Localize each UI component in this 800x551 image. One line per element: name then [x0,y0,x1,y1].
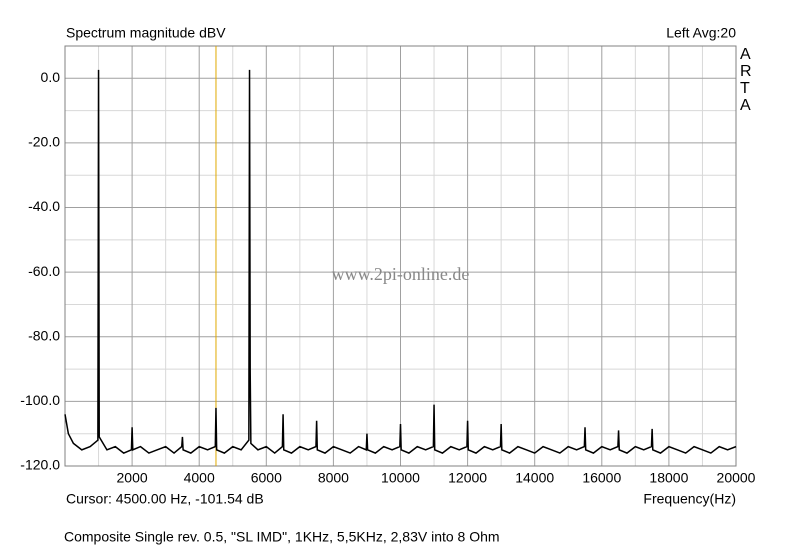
y-tick-label: -20.0 [28,134,60,150]
y-tick-label: -120.0 [20,457,60,473]
plot-border [64,45,737,467]
spectrum-line [64,69,737,455]
y-tick-label: 0.0 [41,69,61,85]
channel-info: Left Avg:20 [666,25,736,41]
x-tick-label: 6000 [251,470,282,486]
footer: Composite Single rev. 0.5, "SL IMD", 1KH… [64,529,500,545]
y-tick-label: -40.0 [28,198,60,214]
y-tick-label: -80.0 [28,327,60,343]
chart-title: Spectrum magnitude dBV [66,25,226,41]
x-tick-label: 2000 [117,470,148,486]
cursor-label: Cursor: 4500.00 Hz, -101.54 dB [66,491,264,507]
x-axis-label: Frequency(Hz) [643,491,736,507]
x-tick-label: 14000 [515,470,554,486]
x-tick-label: 10000 [381,470,420,486]
x-tick-label: 4000 [184,470,215,486]
x-tick-label: 18000 [649,470,688,486]
watermark: www.2pi-online.de [332,264,470,284]
y-tick-label: -100.0 [20,392,60,408]
y-tick-label: -60.0 [28,263,60,279]
x-tick-label: 12000 [448,470,487,486]
brand: ARTA [740,46,752,114]
x-tick-label: 20000 [717,470,756,486]
x-tick-label: 16000 [582,470,621,486]
x-tick-label: 8000 [318,470,349,486]
